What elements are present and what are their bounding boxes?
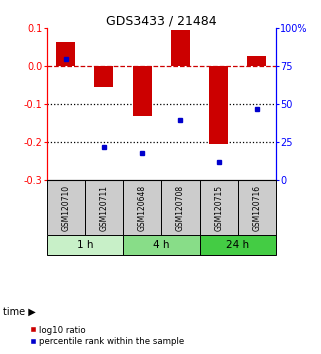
Text: GSM120716: GSM120716 bbox=[252, 184, 261, 230]
Bar bbox=[238, 181, 276, 235]
Bar bbox=[94, 66, 114, 87]
Bar bbox=[171, 30, 190, 66]
Bar bbox=[85, 181, 123, 235]
Bar bbox=[133, 66, 152, 116]
Text: GSM120710: GSM120710 bbox=[61, 184, 70, 230]
Bar bbox=[161, 181, 200, 235]
Text: GSM120711: GSM120711 bbox=[100, 184, 108, 230]
Text: GSM120715: GSM120715 bbox=[214, 184, 223, 230]
Text: time ▶: time ▶ bbox=[3, 307, 36, 317]
Bar bbox=[209, 66, 228, 144]
Bar bbox=[56, 42, 75, 66]
Bar bbox=[200, 181, 238, 235]
Bar bbox=[123, 181, 161, 235]
Bar bbox=[200, 235, 276, 255]
Bar bbox=[247, 56, 266, 66]
Bar bbox=[47, 181, 85, 235]
Title: GDS3433 / 21484: GDS3433 / 21484 bbox=[106, 14, 217, 27]
Text: 4 h: 4 h bbox=[153, 240, 169, 250]
Legend: log10 ratio, percentile rank within the sample: log10 ratio, percentile rank within the … bbox=[30, 326, 184, 346]
Text: 24 h: 24 h bbox=[226, 240, 249, 250]
Bar bbox=[47, 235, 123, 255]
Text: GSM120648: GSM120648 bbox=[138, 184, 147, 230]
Text: GSM120708: GSM120708 bbox=[176, 184, 185, 230]
Bar bbox=[123, 235, 200, 255]
Text: 1 h: 1 h bbox=[76, 240, 93, 250]
